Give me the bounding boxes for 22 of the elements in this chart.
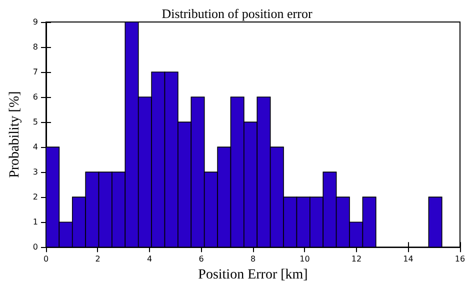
x-tick-label: 2 — [95, 254, 100, 264]
y-tick-label: 3 — [32, 168, 38, 177]
y-tick-label: 0 — [32, 242, 38, 252]
x-tick-label: 12 — [351, 254, 362, 264]
y-tick-label: 4 — [32, 142, 38, 152]
y-tick-label: 2 — [32, 192, 38, 202]
y-axis-title: Probability [%] — [8, 91, 22, 178]
chart-title: Distribution of position error — [162, 6, 313, 21]
x-tick-label: 6 — [198, 254, 204, 264]
y-tick-label: 8 — [32, 42, 38, 52]
x-tick-label: 10 — [300, 254, 310, 264]
y-tick-label: 9 — [32, 18, 38, 26]
x-tick-label: 0 — [43, 254, 49, 264]
y-tick-label: 5 — [32, 118, 38, 127]
y-tick-label: 6 — [32, 92, 38, 102]
y-tick-label: 7 — [32, 68, 38, 77]
x-tick-label: 14 — [403, 254, 414, 264]
x-tick-label: 4 — [146, 254, 152, 264]
y-tick-label: 1 — [32, 218, 38, 227]
x-axis-title: Position Error [km] — [198, 268, 308, 282]
x-tick-label: 8 — [250, 254, 256, 264]
x-tick-label: 16 — [454, 254, 466, 264]
